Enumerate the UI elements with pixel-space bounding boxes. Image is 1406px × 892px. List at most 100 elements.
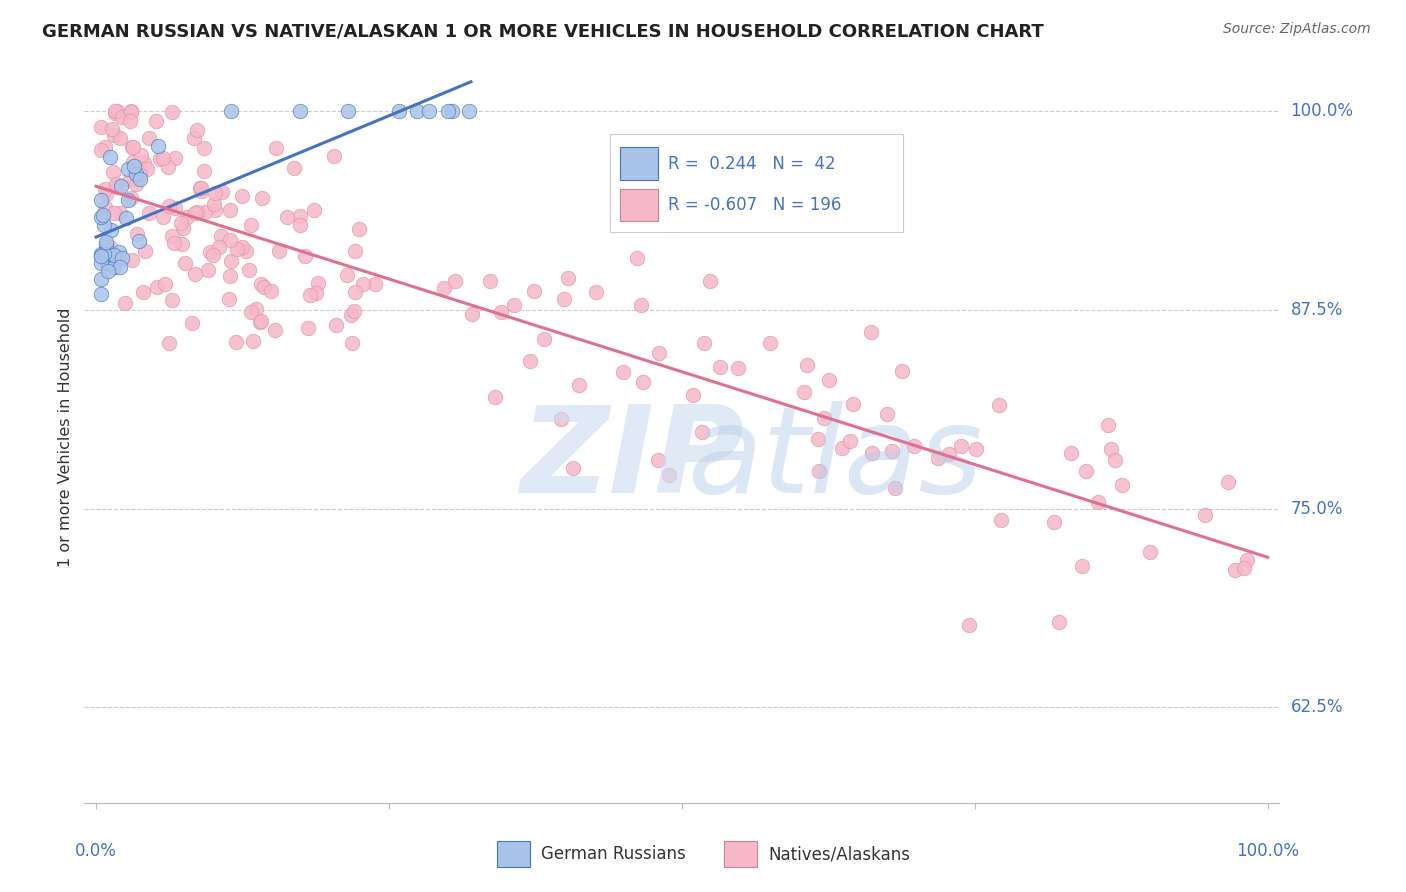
Text: German Russians: German Russians (541, 845, 686, 863)
Point (352, 277, 374, 291)
Point (138, 206, 160, 220)
Point (1104, 452, 1126, 467)
Point (114, 296, 136, 310)
Point (160, 105, 183, 120)
Point (249, 314, 271, 328)
Text: Source: ZipAtlas.com: Source: ZipAtlas.com (1223, 22, 1371, 37)
Point (250, 191, 273, 205)
Point (990, 513, 1012, 527)
Point (110, 179, 132, 194)
Point (108, 205, 131, 219)
Point (657, 468, 679, 483)
Point (103, 260, 125, 274)
Point (533, 332, 555, 346)
Point (890, 364, 912, 378)
Point (484, 390, 506, 404)
Point (585, 285, 607, 299)
Point (90, 272, 112, 286)
Text: 100.0%: 100.0% (1236, 842, 1299, 860)
Point (105, 104, 128, 119)
Point (98, 240, 121, 254)
Point (343, 303, 366, 318)
Point (1047, 615, 1070, 629)
Point (612, 365, 634, 379)
Point (862, 446, 884, 460)
Point (831, 441, 853, 455)
Point (225, 242, 247, 256)
Point (90, 249, 112, 263)
Point (184, 267, 207, 281)
Point (209, 229, 232, 244)
Point (838, 434, 860, 449)
Point (156, 161, 179, 175)
Point (121, 252, 143, 267)
Point (120, 105, 142, 120)
Point (204, 203, 226, 218)
Point (406, 104, 429, 119)
Point (225, 334, 247, 349)
Point (557, 271, 579, 285)
Point (162, 228, 184, 243)
Point (264, 141, 287, 155)
Point (568, 378, 591, 392)
Point (198, 244, 221, 259)
Point (193, 163, 215, 178)
Point (90, 194, 112, 208)
FancyBboxPatch shape (724, 841, 758, 867)
Point (231, 189, 253, 203)
Point (647, 453, 669, 467)
Point (146, 279, 169, 293)
Point (108, 245, 131, 260)
Point (204, 186, 226, 200)
Point (807, 432, 830, 446)
Point (90, 210, 112, 224)
Point (129, 168, 152, 182)
Point (219, 203, 242, 218)
Point (433, 280, 456, 294)
Point (630, 298, 652, 312)
Point (120, 173, 142, 187)
Point (1223, 563, 1246, 577)
Text: R =  0.244   N =  42: R = 0.244 N = 42 (668, 154, 835, 172)
Point (343, 285, 366, 300)
Text: 100.0%: 100.0% (1291, 102, 1354, 120)
Point (202, 197, 225, 211)
Point (149, 153, 172, 167)
Point (145, 113, 167, 128)
Point (172, 237, 194, 252)
Point (94, 187, 117, 202)
Point (157, 335, 180, 350)
Point (93, 246, 115, 260)
Point (938, 447, 960, 461)
Point (193, 140, 215, 154)
Point (128, 172, 150, 186)
Point (105, 177, 128, 191)
Point (162, 293, 184, 308)
Y-axis label: 1 or more Vehicles in Household: 1 or more Vehicles in Household (58, 308, 73, 566)
Point (115, 211, 138, 225)
Point (364, 277, 387, 292)
Point (97, 247, 120, 261)
Point (457, 104, 479, 119)
Point (90, 247, 112, 261)
Point (1060, 446, 1083, 460)
Point (110, 260, 132, 274)
Point (184, 206, 207, 220)
Point (336, 104, 359, 119)
Point (134, 156, 156, 170)
Point (1042, 515, 1064, 529)
Point (276, 210, 298, 224)
Point (294, 249, 316, 263)
Point (188, 181, 211, 195)
Point (211, 185, 233, 199)
Point (876, 407, 898, 421)
Point (163, 151, 186, 165)
Point (97, 257, 120, 271)
Point (134, 244, 156, 259)
Point (418, 104, 440, 119)
Point (693, 336, 716, 351)
Point (202, 248, 225, 262)
Point (101, 122, 124, 136)
Point (111, 111, 134, 125)
Point (709, 360, 731, 375)
